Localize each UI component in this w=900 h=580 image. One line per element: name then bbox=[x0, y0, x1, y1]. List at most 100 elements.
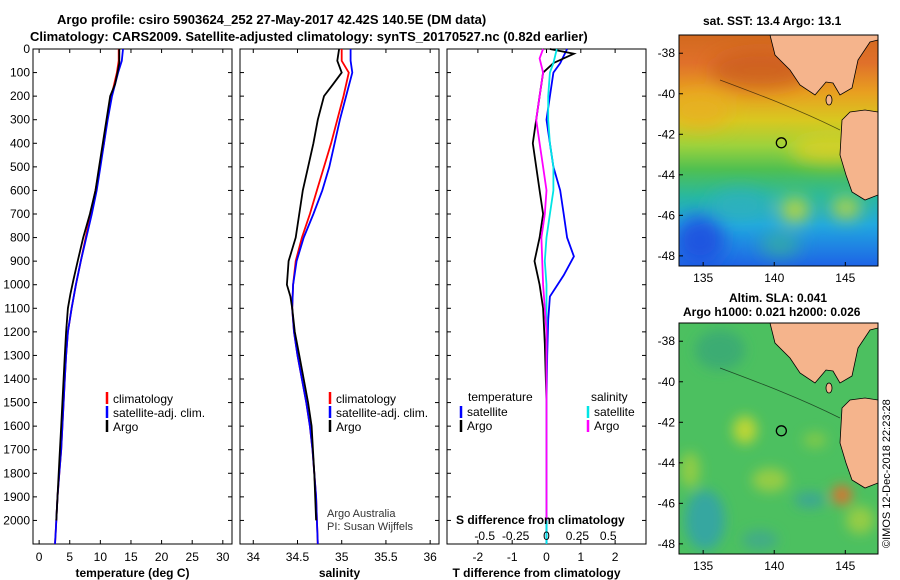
plot-frame bbox=[239, 48, 440, 545]
legend-title-salinity: salinity bbox=[591, 390, 628, 404]
land-king-island bbox=[825, 94, 833, 106]
map-y-tick-label: -46 bbox=[658, 208, 676, 222]
x-tick-label: 0 bbox=[543, 550, 550, 564]
plot-frame bbox=[32, 48, 233, 545]
land-tasmania bbox=[839, 397, 878, 489]
series-line-argo bbox=[55, 49, 121, 521]
difference-panel: -2 -1 0 1 2 T difference from climatology bbox=[446, 48, 647, 580]
x-axis-label: temperature (deg C) bbox=[75, 566, 189, 580]
sla-texture bbox=[680, 330, 874, 550]
x-tick-label: 35.5 bbox=[374, 550, 398, 564]
legend-label-temp-argo: Argo bbox=[467, 419, 493, 433]
land-king-island bbox=[825, 382, 833, 394]
map-y-tick-label: -40 bbox=[658, 375, 676, 389]
x-tick-label: 35 bbox=[335, 550, 349, 564]
map-x-tick-label: 140 bbox=[764, 271, 784, 285]
sla-map bbox=[679, 323, 878, 554]
x-tick-label: 5 bbox=[66, 550, 73, 564]
y-tick-label: 2000 bbox=[3, 513, 30, 527]
secondary-tick-label: -0.25 bbox=[502, 529, 530, 543]
sla-map-axes: -38 -40 -42 -44 -46 -48 135 140 145 bbox=[658, 334, 856, 573]
x-axis-label: salinity bbox=[319, 566, 361, 580]
x-tick-label: 0 bbox=[36, 550, 43, 564]
argo-float-marker bbox=[775, 137, 787, 149]
y-tick-label: 0 bbox=[23, 42, 30, 56]
x-tick-label: 2 bbox=[612, 550, 619, 564]
x-tick-label: 10 bbox=[94, 550, 108, 564]
title-line-2: Climatology: CARS2009. Satellite-adjuste… bbox=[30, 29, 588, 44]
y-tick-label: 1500 bbox=[3, 396, 30, 410]
x-tick-label: -1 bbox=[507, 550, 518, 564]
map-x-tick-label: 140 bbox=[764, 559, 784, 573]
map-y-tick-label: -44 bbox=[658, 168, 676, 182]
temperature-legend: climatology satellite-adj. clim. Argo bbox=[105, 392, 205, 434]
legend-label-argo: Argo bbox=[113, 420, 139, 434]
secondary-tick-label: 0.25 bbox=[566, 529, 590, 543]
y-tick-label: 300 bbox=[10, 113, 30, 127]
y-tick-label: 400 bbox=[10, 136, 30, 150]
map-x-tick-label: 145 bbox=[835, 271, 855, 285]
shelf-contour bbox=[719, 79, 841, 131]
y-tick-label: 900 bbox=[10, 254, 30, 268]
x-axis-label: T difference from climatology bbox=[452, 566, 620, 580]
y-tick-label: 100 bbox=[10, 66, 30, 80]
legend-label-satellite: satellite-adj. clim. bbox=[113, 406, 205, 420]
sla-map-title-1: Altim. SLA: 0.041 bbox=[729, 291, 827, 305]
map-y-tick-label: -46 bbox=[658, 496, 676, 510]
y-tick-label: 1900 bbox=[3, 490, 30, 504]
map-y-tick-label: -40 bbox=[658, 87, 676, 101]
sst-map-axes: -38 -40 -42 -44 -46 -48 135 140 145 bbox=[658, 46, 856, 285]
x-tick-label: 25 bbox=[186, 550, 200, 564]
argo-float-marker bbox=[775, 425, 787, 437]
secondary-tick-label: 0 bbox=[543, 529, 550, 543]
y-tick-label: 1800 bbox=[3, 466, 30, 480]
sla-map-frame bbox=[678, 322, 879, 555]
secondary-tick-label: 0.5 bbox=[600, 529, 617, 543]
x-tick-label: 34.5 bbox=[286, 550, 310, 564]
salinity-panel: 34 34.5 35 35.5 36 salinity bbox=[239, 48, 440, 580]
y-tick-label: 800 bbox=[10, 231, 30, 245]
y-tick-label: 700 bbox=[10, 207, 30, 221]
secondary-axis-label: S difference from climatology bbox=[456, 513, 625, 527]
y-tick-label: 1700 bbox=[3, 443, 30, 457]
map-x-tick-label: 135 bbox=[693, 559, 713, 573]
x-tick-label: 36 bbox=[423, 550, 437, 564]
timestamp-stamp: ©IMOS 12-Dec-2018 22:23:28 bbox=[881, 399, 893, 548]
credit-line-2: PI: Susan Wijffels bbox=[327, 521, 413, 533]
y-tick-label: 1200 bbox=[3, 325, 30, 339]
y-tick-label: 600 bbox=[10, 183, 30, 197]
series-line-salinity-argo bbox=[535, 48, 548, 521]
map-y-tick-label: -48 bbox=[658, 249, 676, 263]
y-tick-label: 200 bbox=[10, 89, 30, 103]
x-tick-label: 1 bbox=[577, 550, 584, 564]
map-y-tick-label: -42 bbox=[658, 127, 676, 141]
legend-title-temperature: temperature bbox=[468, 390, 533, 404]
legend-label-sal-satellite: satellite bbox=[594, 405, 635, 419]
y-tick-label: 500 bbox=[10, 160, 30, 174]
temperature-panel: 0100200300400500600700800900100011001200… bbox=[3, 42, 233, 580]
map-y-tick-label: -38 bbox=[658, 46, 676, 60]
legend-label-climatology: climatology bbox=[336, 392, 396, 406]
salinity-legend: climatology satellite-adj. clim. Argo bbox=[328, 392, 428, 434]
series-line-temperature-argo bbox=[531, 48, 577, 521]
shelf-contour bbox=[719, 367, 841, 419]
y-tick-label: 1100 bbox=[4, 301, 30, 315]
credit-line-1: Argo Australia bbox=[327, 508, 396, 520]
title-line-1: Argo profile: csiro 5903624_252 27-May-2… bbox=[57, 12, 487, 27]
land-mainland bbox=[769, 35, 878, 96]
map-x-tick-label: 135 bbox=[693, 271, 713, 285]
map-y-tick-label: -42 bbox=[658, 415, 676, 429]
sst-map-title: sat. SST: 13.4 Argo: 13.1 bbox=[703, 14, 842, 28]
x-tick-label: 34 bbox=[247, 550, 261, 564]
sla-map-title-2: Argo h1000: 0.021 h2000: 0.026 bbox=[683, 305, 861, 319]
land-mainland bbox=[769, 323, 878, 384]
difference-legend: temperature satellite Argo salinity sate… bbox=[459, 390, 635, 433]
secondary-tick-label: -0.5 bbox=[474, 529, 495, 543]
x-tick-label: -2 bbox=[473, 550, 484, 564]
legend-label-argo: Argo bbox=[336, 420, 362, 434]
x-tick-label: 30 bbox=[216, 550, 230, 564]
map-y-tick-label: -48 bbox=[658, 537, 676, 551]
x-tick-label: 15 bbox=[124, 550, 138, 564]
y-tick-label: 1400 bbox=[3, 372, 30, 386]
y-tick-label: 1600 bbox=[3, 419, 30, 433]
